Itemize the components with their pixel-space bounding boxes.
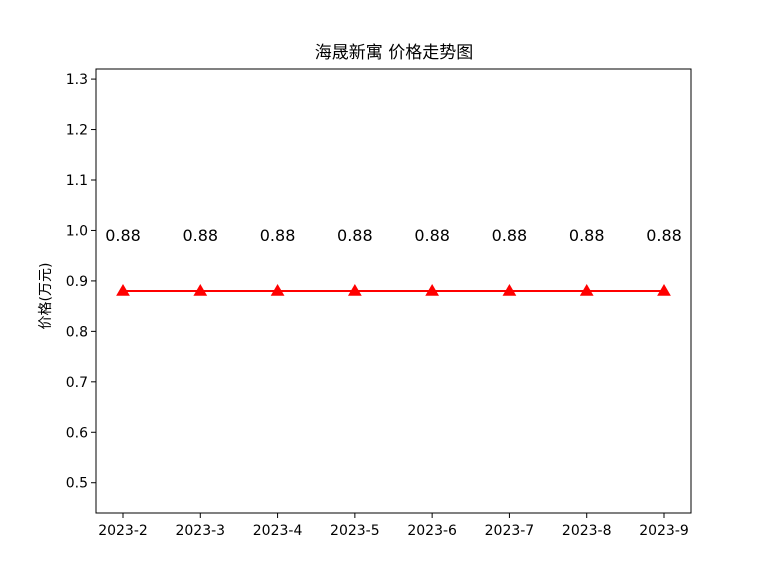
data-point-marker [270,284,285,296]
data-point-marker [579,284,594,296]
y-tick-label: 0.8 [66,324,88,340]
data-point-marker [116,284,130,296]
x-tick-label: 2023-2 [98,523,148,539]
x-tick-label: 2023-3 [175,523,225,539]
y-tick-label: 0.5 [66,476,88,492]
data-label: 0.88 [414,226,450,245]
x-tick-label: 2023-9 [639,523,689,539]
x-tick-label: 2023-4 [253,523,303,539]
data-label: 0.88 [105,226,141,245]
x-tick-label: 2023-7 [485,523,535,539]
data-label: 0.88 [260,226,296,245]
x-tick-label: 2023-8 [562,523,612,539]
y-axis-label: 价格(万元) [38,263,54,330]
data-point-marker [502,284,517,296]
y-tick-label: 0.7 [66,375,88,391]
data-label: 0.88 [646,226,682,245]
y-tick-label: 1.3 [66,72,88,88]
data-label: 0.88 [492,226,528,245]
data-label: 0.88 [569,226,605,245]
data-label: 0.88 [182,226,218,245]
x-tick-label: 2023-6 [407,523,457,539]
data-point-marker [347,284,362,296]
x-tick-label: 2023-5 [330,523,380,539]
y-tick-label: 0.9 [66,274,88,290]
data-point-marker [193,284,208,296]
plot-area: 0.5 0.6 0.7 0.8 0.9 1.0 1.1 1.2 1.3 2023-2 2023-3 2… [66,72,689,539]
chart-title: 海晟新寓 价格走势图 [315,43,473,63]
y-tick-label: 0.6 [66,425,88,441]
plot-frame [95,68,692,514]
data-point-marker [657,284,671,296]
y-tick-label: 1.0 [66,223,88,239]
y-tick-label: 1.2 [66,123,88,139]
data-point-marker [425,284,440,296]
data-label: 0.88 [337,226,373,245]
y-tick-label: 1.1 [66,173,88,189]
